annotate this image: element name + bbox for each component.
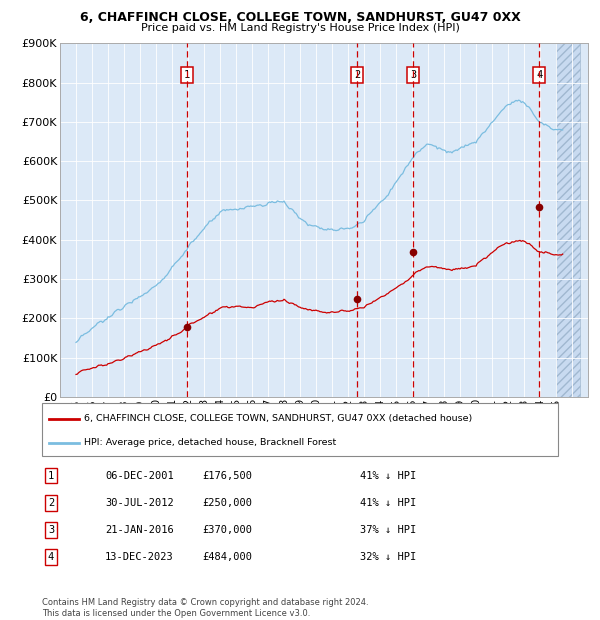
Bar [556, 43, 580, 397]
Text: 41% ↓ HPI: 41% ↓ HPI [360, 471, 416, 480]
Text: 30-JUL-2012: 30-JUL-2012 [105, 498, 174, 508]
Text: This data is licensed under the Open Government Licence v3.0.: This data is licensed under the Open Gov… [42, 609, 310, 618]
Text: 1: 1 [48, 471, 54, 480]
Text: 41% ↓ HPI: 41% ↓ HPI [360, 498, 416, 508]
Text: 2: 2 [48, 498, 54, 508]
Text: 4: 4 [48, 552, 54, 562]
Text: 06-DEC-2001: 06-DEC-2001 [105, 471, 174, 480]
Text: 21-JAN-2016: 21-JAN-2016 [105, 525, 174, 535]
Text: 2: 2 [354, 70, 361, 80]
Text: 6, CHAFFINCH CLOSE, COLLEGE TOWN, SANDHURST, GU47 0XX (detached house): 6, CHAFFINCH CLOSE, COLLEGE TOWN, SANDHU… [84, 414, 472, 423]
Text: 1: 1 [184, 70, 190, 80]
Text: 32% ↓ HPI: 32% ↓ HPI [360, 552, 416, 562]
Text: £176,500: £176,500 [202, 471, 252, 480]
Bar [556, 43, 580, 397]
Text: HPI: Average price, detached house, Bracknell Forest: HPI: Average price, detached house, Brac… [84, 438, 336, 447]
Text: 6, CHAFFINCH CLOSE, COLLEGE TOWN, SANDHURST, GU47 0XX: 6, CHAFFINCH CLOSE, COLLEGE TOWN, SANDHU… [80, 11, 520, 24]
Text: 13-DEC-2023: 13-DEC-2023 [105, 552, 174, 562]
Text: 3: 3 [410, 70, 416, 80]
Text: 37% ↓ HPI: 37% ↓ HPI [360, 525, 416, 535]
Text: £370,000: £370,000 [202, 525, 252, 535]
Text: Price paid vs. HM Land Registry's House Price Index (HPI): Price paid vs. HM Land Registry's House … [140, 23, 460, 33]
Text: 3: 3 [48, 525, 54, 535]
Text: Contains HM Land Registry data © Crown copyright and database right 2024.: Contains HM Land Registry data © Crown c… [42, 598, 368, 607]
Text: 4: 4 [536, 70, 542, 80]
Text: £484,000: £484,000 [202, 552, 252, 562]
Text: £250,000: £250,000 [202, 498, 252, 508]
